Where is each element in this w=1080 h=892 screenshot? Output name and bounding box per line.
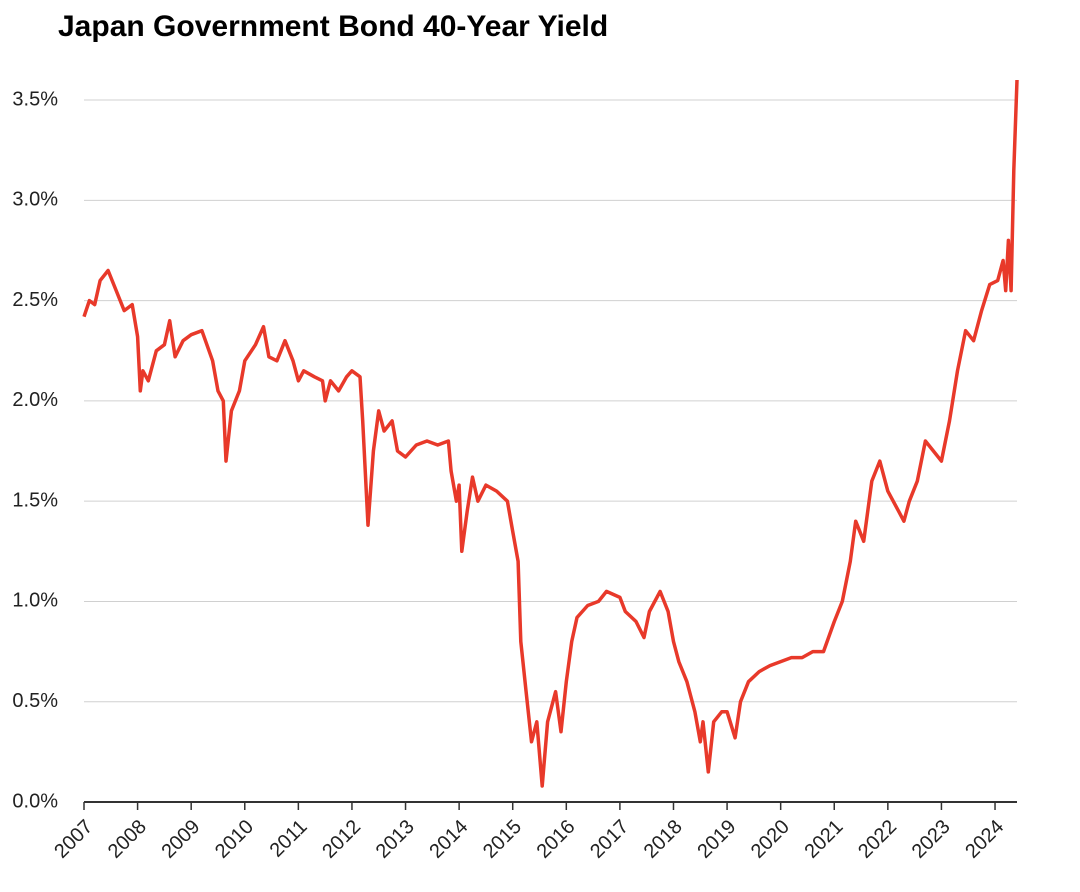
x-tick-label: 2023 [908, 816, 955, 863]
x-tick-label: 2008 [104, 816, 151, 863]
y-tick-label: 2.0% [12, 389, 58, 411]
y-tick-label: 0.0% [12, 790, 58, 812]
y-tick-label: 2.5% [12, 289, 58, 311]
x-tick-label: 2021 [801, 816, 848, 863]
y-tick-label: 1.5% [12, 489, 58, 511]
y-tick-label: 0.5% [12, 690, 58, 712]
x-tick-label: 2007 [50, 816, 97, 863]
y-tick-label: 3.0% [12, 189, 58, 211]
x-tick-label: 2010 [211, 816, 258, 863]
x-tick-label: 2022 [854, 816, 901, 863]
x-tick-label: 2011 [266, 816, 312, 862]
x-tick-label: 2013 [372, 816, 419, 863]
x-tick-label: 2009 [157, 816, 204, 863]
y-tick-label: 3.5% [12, 88, 58, 110]
x-tick-label: 2020 [747, 816, 794, 863]
x-tick-label: 2017 [586, 816, 633, 863]
x-tick-label: 2012 [318, 816, 365, 863]
x-tick-label: 2015 [479, 816, 526, 863]
x-tick-label: 2019 [693, 816, 740, 863]
y-tick-label: 1.0% [12, 590, 58, 612]
x-tick-label: 2016 [533, 816, 580, 863]
x-tick-label: 2024 [961, 816, 1008, 863]
x-tick-label: 2014 [425, 816, 472, 863]
line [82, 79, 1019, 788]
chart-title: Japan Government Bond 40-Year Yield [58, 10, 608, 43]
x-tick-label: 2018 [640, 816, 687, 863]
